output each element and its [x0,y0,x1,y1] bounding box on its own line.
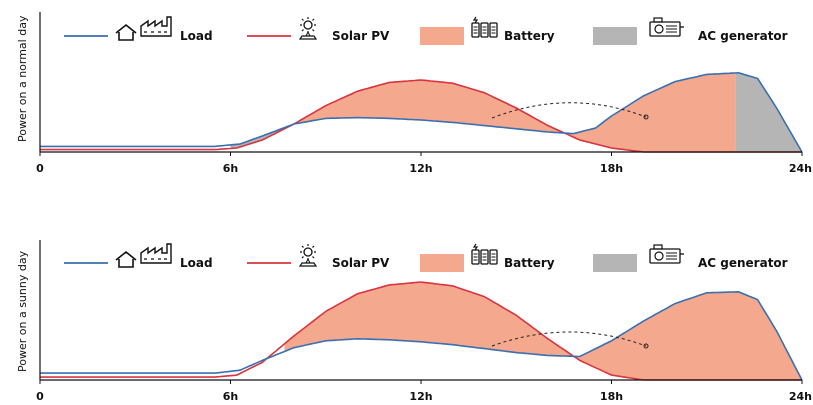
x-tick-label: 0 [36,390,44,403]
storage-flow-arrow [491,331,647,347]
x-tick-label: 18h [600,162,623,175]
arrow-head [643,343,649,349]
legend-label-battery: Battery [504,29,555,43]
factory-icon [140,243,172,264]
x-tick-label: 6h [223,390,239,403]
x-tick-label: 0 [36,162,44,175]
chart-panel-sunny-day: 0 6h 12h 18h 24h Power on a sunny day Load S… [16,240,812,403]
legend-label-solar: Solar PV [332,29,390,43]
legend: Load Solar PV Battery AC generator [64,243,788,272]
legend-label-battery: Battery [504,256,555,270]
x-tick-label: 12h [409,390,432,403]
legend-label-load: Load [180,256,213,270]
ac-generator-area-1 [735,72,802,152]
chart-panel-normal-day: 0 6h 12h 18h 24h Power on a normal day Load … [16,12,812,175]
legend: Load Solar PV Battery AC generator [64,16,788,45]
legend-swatch-battery [420,254,464,272]
legend-swatch-battery [420,27,464,45]
x-tick-label: 12h [409,162,432,175]
fill-areas [284,282,802,380]
legend-swatch-generator [593,254,637,272]
storage-flow-arrow [491,102,647,119]
battery-area-0 [284,282,583,362]
house-icon [115,251,137,268]
sun-icon [299,16,317,40]
battery-icon [471,16,498,38]
legend-swatch-generator [593,27,637,45]
arrow-head [643,114,649,120]
sun-icon [299,243,317,267]
y-axis-label: Power on a sunny day [16,250,29,372]
legend-label-generator: AC generator [698,29,788,43]
y-axis-label: Power on a normal day [16,15,29,142]
x-ticks: 0 6h 12h 18h 24h [36,152,812,175]
factory-icon [140,16,172,37]
fill-areas [230,72,802,152]
legend-label-load: Load [180,29,213,43]
x-tick-label: 24h [789,162,812,175]
legend-label-solar: Solar PV [332,256,390,270]
generator-icon [649,17,685,37]
battery-area-0 [300,80,574,138]
x-tick-label: 24h [789,390,812,403]
battery-area-1 [573,73,736,152]
battery-area-1 [582,291,802,380]
x-ticks: 0 6h 12h 18h 24h [36,380,812,403]
x-tick-label: 6h [223,162,239,175]
legend-label-generator: AC generator [698,256,788,270]
load-line [40,71,803,153]
load-line [40,290,803,381]
battery-icon [471,243,498,265]
generator-icon [649,244,685,264]
house-icon [115,24,137,41]
x-tick-label: 18h [600,390,623,403]
